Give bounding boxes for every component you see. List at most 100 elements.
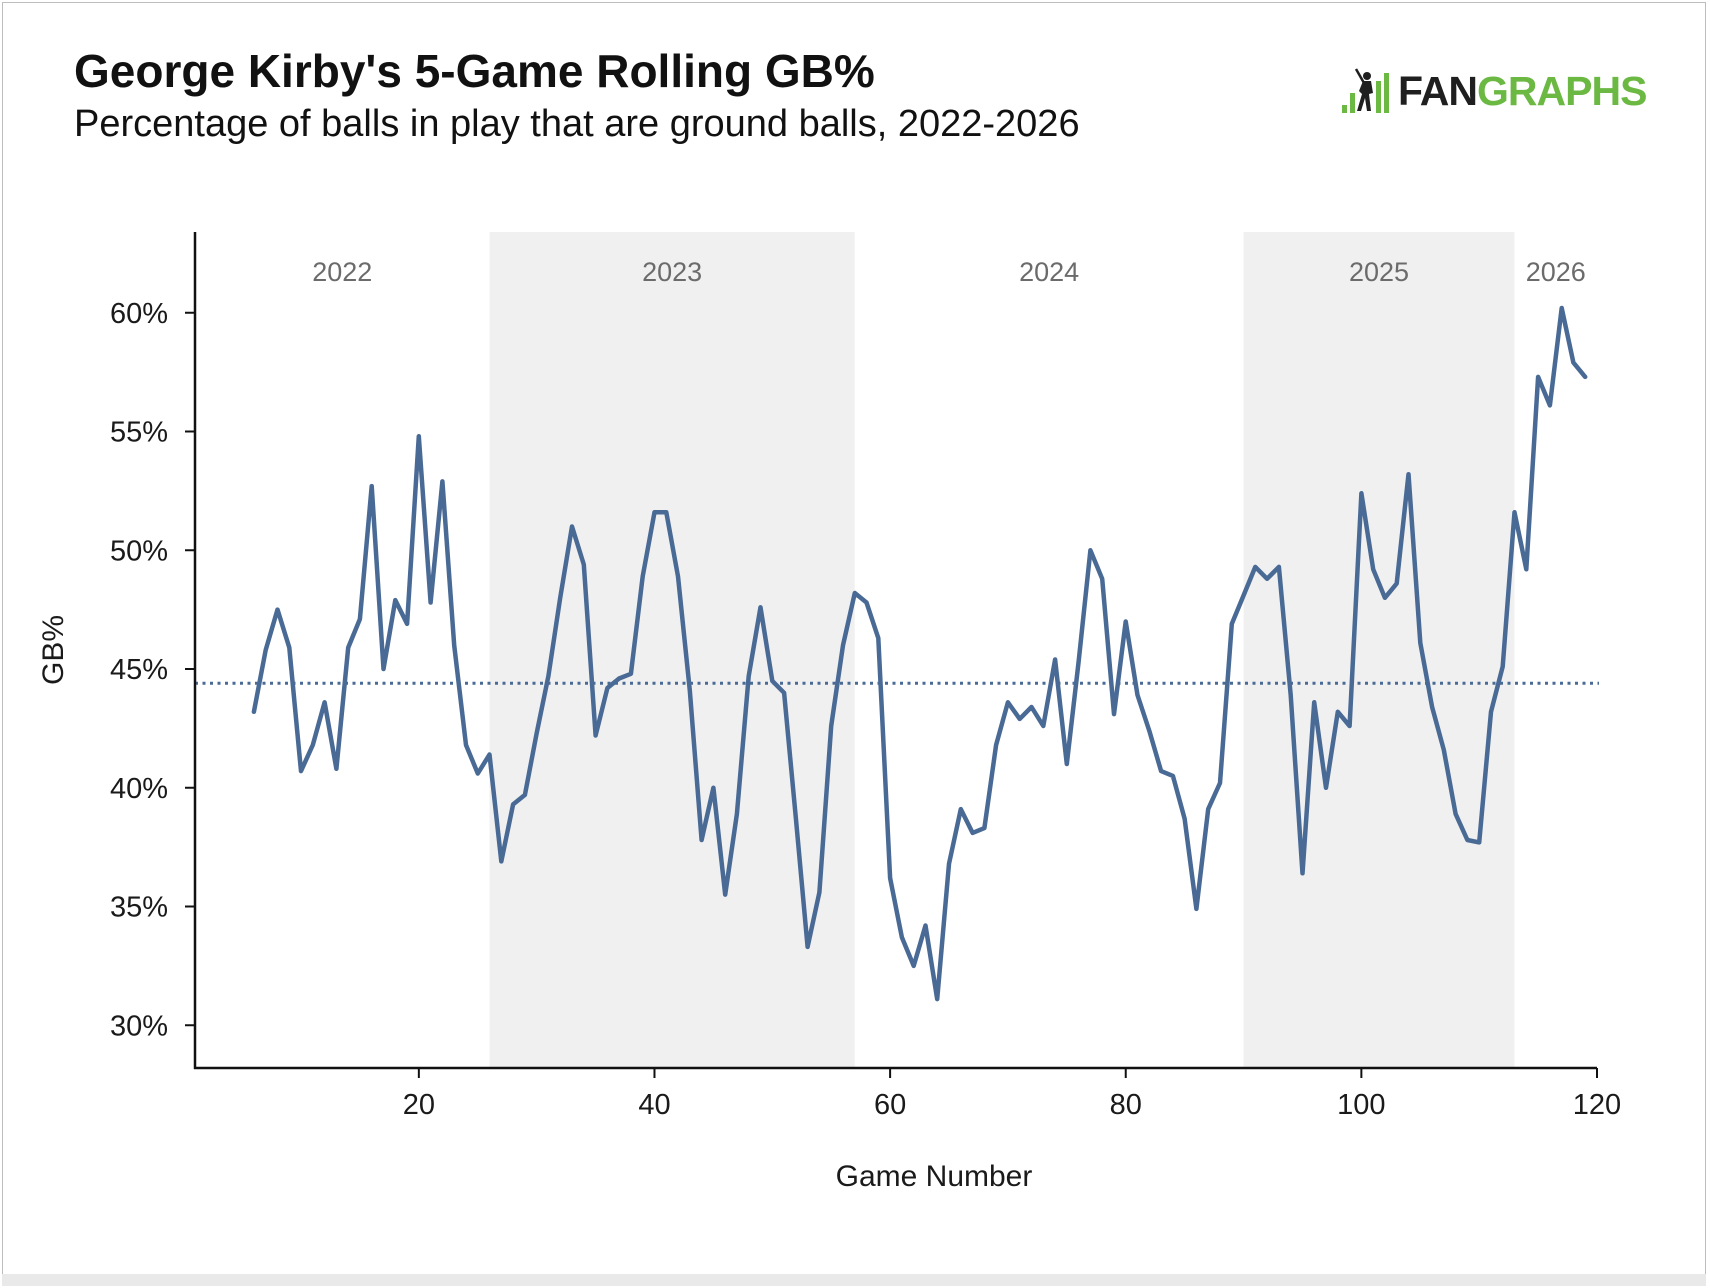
data-point bbox=[1031, 707, 1032, 708]
season-label-2024: 2024 bbox=[1019, 257, 1079, 287]
data-point bbox=[725, 894, 726, 895]
data-point bbox=[1514, 512, 1515, 513]
data-point bbox=[336, 768, 337, 769]
data-point bbox=[866, 602, 867, 603]
data-point bbox=[1302, 873, 1303, 874]
data-point bbox=[1349, 726, 1350, 727]
y-axis-ticks: 30% 35% 40% 45% 50% 55% 60% bbox=[110, 298, 195, 1042]
data-point bbox=[701, 840, 702, 841]
data-point bbox=[418, 436, 419, 437]
x-axis-ticks: 20 40 60 80 100 120 bbox=[403, 1068, 1621, 1121]
data-point bbox=[1326, 787, 1327, 788]
data-point bbox=[795, 818, 796, 819]
data-point bbox=[1149, 730, 1150, 731]
data-point bbox=[949, 863, 950, 864]
data-point bbox=[442, 481, 443, 482]
data-point bbox=[348, 647, 349, 648]
data-point bbox=[1314, 702, 1315, 703]
bottom-bar bbox=[2, 1274, 1706, 1286]
data-point bbox=[301, 771, 302, 772]
data-point bbox=[1491, 711, 1492, 712]
data-point bbox=[937, 999, 938, 1000]
season-label-2025: 2025 bbox=[1349, 257, 1409, 287]
data-point bbox=[1396, 583, 1397, 584]
chart-title: George Kirby's 5-Game Rolling GB% bbox=[74, 45, 875, 97]
data-point bbox=[595, 735, 596, 736]
data-point bbox=[630, 673, 631, 674]
data-point bbox=[1220, 783, 1221, 784]
x-tick-label: 40 bbox=[638, 1089, 670, 1121]
data-point bbox=[1208, 809, 1209, 810]
y-axis-title: GB% bbox=[37, 615, 70, 685]
data-point bbox=[878, 638, 879, 639]
data-point bbox=[289, 647, 290, 648]
data-point bbox=[901, 937, 902, 938]
data-point bbox=[1184, 818, 1185, 819]
x-tick-label: 80 bbox=[1110, 1089, 1142, 1121]
data-point bbox=[454, 645, 455, 646]
logo-text-graphs: GRAPHS bbox=[1477, 67, 1647, 114]
x-tick-label: 120 bbox=[1573, 1089, 1621, 1121]
y-tick-label: 55% bbox=[110, 417, 168, 449]
data-point bbox=[772, 680, 773, 681]
data-point bbox=[1373, 569, 1374, 570]
gb-series-line bbox=[251, 305, 1588, 1002]
data-point bbox=[1561, 308, 1562, 309]
data-point bbox=[1384, 597, 1385, 598]
logo-text-fan: FAN bbox=[1398, 67, 1478, 114]
data-point bbox=[925, 925, 926, 926]
data-point bbox=[1102, 578, 1103, 579]
data-point bbox=[324, 702, 325, 703]
data-point bbox=[1455, 813, 1456, 814]
data-point bbox=[501, 861, 502, 862]
data-point bbox=[1443, 749, 1444, 750]
data-point bbox=[265, 650, 266, 651]
data-point bbox=[430, 602, 431, 603]
data-point bbox=[1137, 695, 1138, 696]
data-point bbox=[1196, 908, 1197, 909]
data-point bbox=[1467, 840, 1468, 841]
data-point bbox=[383, 669, 384, 670]
data-point bbox=[1361, 493, 1362, 494]
data-point bbox=[253, 711, 254, 712]
data-point bbox=[1172, 775, 1173, 776]
data-point bbox=[1090, 550, 1091, 551]
data-point bbox=[1432, 707, 1433, 708]
data-point bbox=[524, 794, 525, 795]
data-point bbox=[1243, 595, 1244, 596]
data-point bbox=[996, 745, 997, 746]
data-point bbox=[1573, 362, 1574, 363]
data-point bbox=[913, 965, 914, 966]
data-point bbox=[819, 892, 820, 893]
y-tick-label: 50% bbox=[110, 535, 168, 567]
data-point bbox=[1337, 711, 1338, 712]
season-band-2023 bbox=[489, 232, 855, 1068]
data-point bbox=[736, 813, 737, 814]
season-label-2022: 2022 bbox=[312, 257, 372, 287]
data-point bbox=[277, 609, 278, 610]
y-tick-label: 60% bbox=[110, 298, 168, 330]
data-point bbox=[1043, 726, 1044, 727]
data-point bbox=[312, 745, 313, 746]
data-point bbox=[1161, 771, 1162, 772]
data-point bbox=[395, 600, 396, 601]
season-year-labels: 2022 2023 2024 2025 2026 bbox=[312, 257, 1586, 287]
data-point bbox=[1114, 714, 1115, 715]
data-point bbox=[583, 564, 584, 565]
season-band-2025 bbox=[1243, 232, 1515, 1068]
data-point bbox=[1278, 566, 1279, 567]
data-point bbox=[619, 678, 620, 679]
data-point bbox=[1078, 661, 1079, 662]
data-point bbox=[513, 804, 514, 805]
data-point bbox=[1502, 666, 1503, 667]
data-point bbox=[548, 676, 549, 677]
data-point bbox=[1479, 842, 1480, 843]
x-tick-label: 100 bbox=[1337, 1089, 1385, 1121]
data-point bbox=[960, 809, 961, 810]
data-point bbox=[359, 619, 360, 620]
season-label-2026: 2026 bbox=[1526, 257, 1586, 287]
season-bands bbox=[489, 232, 1515, 1068]
data-point bbox=[972, 832, 973, 833]
fangraphs-logo: FAN GRAPHS bbox=[1340, 64, 1647, 118]
